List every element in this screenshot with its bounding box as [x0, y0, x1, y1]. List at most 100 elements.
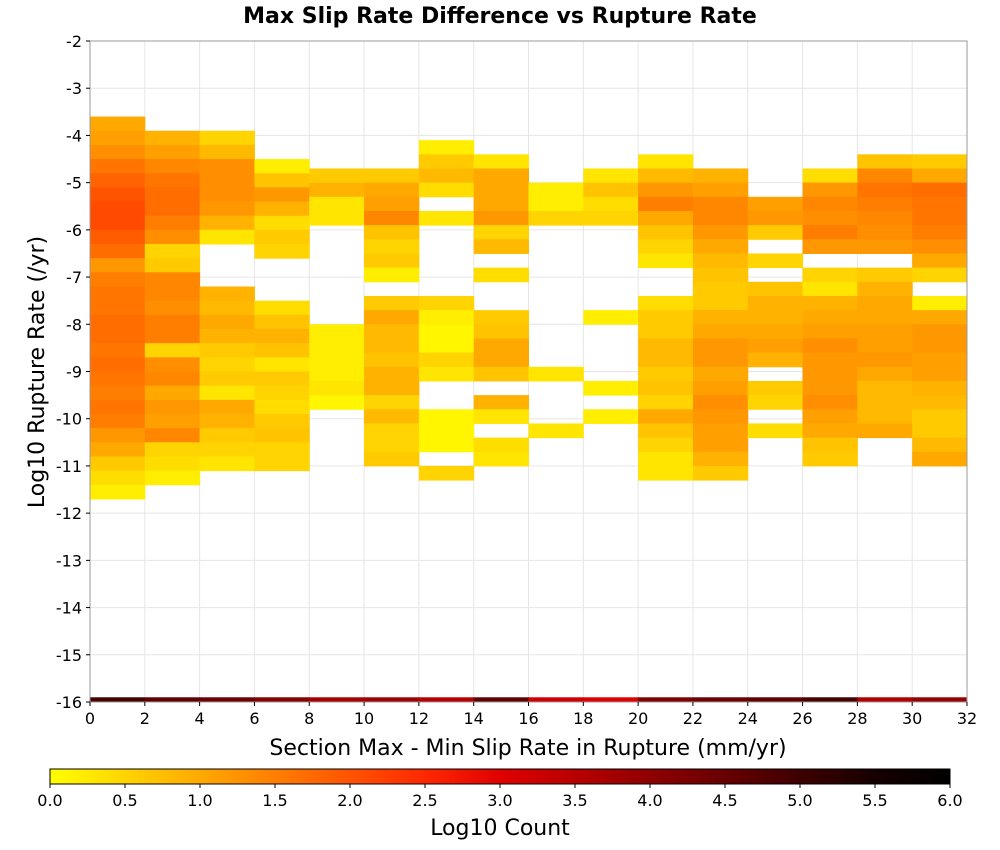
heatmap-cell [473, 168, 529, 184]
heatmap-cell [364, 423, 420, 439]
heatmap-cell [364, 210, 420, 226]
heatmap-cell [418, 366, 475, 382]
heatmap-cell [144, 413, 201, 429]
heatmap-cell [747, 324, 804, 339]
chart-title: Max Slip Rate Difference vs Rupture Rate [243, 4, 757, 29]
heatmap-cell [638, 239, 694, 254]
heatmap-cell [912, 196, 968, 212]
heatmap-cell [638, 366, 694, 382]
y-tick-label: -14 [56, 599, 82, 618]
heatmap-cell [199, 187, 255, 203]
heatmap-cell [747, 281, 804, 297]
heatmap-cell [638, 182, 694, 198]
colorbar-ticks: 0.0 0.5 1.0 1.5 2.0 2.5 3.0 3.5 4.0 4.5 5.0 5.5 6.0 [37, 784, 963, 810]
heatmap-cell [254, 173, 310, 188]
heatmap-cell [692, 239, 749, 254]
y-tick-label: -12 [56, 504, 82, 523]
heatmap-cell [364, 366, 420, 382]
y-tick-label: -2 [66, 32, 82, 51]
heatmap-cell [254, 343, 310, 358]
heatmap-cell [90, 244, 146, 259]
heatmap-cell [692, 395, 749, 410]
heatmap-cell [692, 225, 749, 240]
heatmap-cell [199, 385, 255, 401]
y-tick-label: -15 [56, 646, 82, 665]
heatmap-cell [802, 338, 858, 354]
heatmap-cell [802, 182, 858, 198]
y-tick-label: -11 [56, 457, 82, 476]
heatmap-cell [309, 395, 365, 410]
heatmap-cell [90, 385, 146, 401]
heatmap-cell [364, 310, 420, 325]
heatmap-cell [747, 697, 804, 702]
heatmap-cell [90, 130, 146, 146]
x-tick-label: 2 [140, 709, 150, 728]
heatmap-cell [638, 409, 694, 424]
heatmap-cell [364, 182, 420, 198]
heatmap-cell [364, 253, 420, 269]
heatmap-cell [254, 329, 310, 344]
heatmap-cell [912, 239, 968, 254]
heatmap-cell [309, 366, 365, 382]
heatmap-cell [692, 697, 749, 702]
heatmap-cell [857, 295, 913, 311]
heatmap-cell [473, 210, 529, 226]
heatmap-cell [857, 423, 913, 439]
heatmap-cell [199, 697, 255, 702]
heatmap-cell [199, 371, 255, 387]
x-tick-label: 6 [249, 709, 259, 728]
heatmap-cell [364, 295, 420, 311]
heatmap-cell [199, 343, 255, 358]
heatmap-cell [90, 116, 146, 132]
heatmap-cell [912, 253, 968, 269]
heatmap-cell [254, 201, 310, 217]
heatmap-cell [802, 409, 858, 424]
heatmap-cell [857, 154, 913, 169]
colorbar-tick-label: 4.0 [637, 791, 662, 810]
heatmap-cell [199, 144, 255, 160]
heatmap-cell [364, 409, 420, 424]
heatmap-cell [144, 187, 201, 203]
y-tick-label: -8 [66, 315, 82, 334]
x-tick-label: 16 [518, 709, 538, 728]
heatmap-cell [802, 225, 858, 240]
heatmap-cell [638, 437, 694, 453]
x-tick-label: 4 [195, 709, 205, 728]
heatmap-cell [254, 371, 310, 387]
heatmap-cell [418, 409, 475, 424]
heatmap-cell [199, 399, 255, 415]
heatmap-cell [90, 329, 146, 344]
heatmap-cell [254, 314, 310, 330]
heatmap-cell [857, 352, 913, 368]
heatmap-cell [144, 399, 201, 415]
heatmap-cell [912, 437, 968, 453]
heatmap-cell [364, 168, 420, 184]
heatmap-cell [473, 409, 529, 424]
heatmap-cell [364, 267, 420, 283]
heatmap-cell [309, 697, 365, 702]
heatmap-cell [144, 456, 201, 472]
heatmap-cell [528, 196, 584, 212]
heatmap-cell [802, 423, 858, 439]
heatmap-cell [144, 300, 201, 316]
heatmap-cell [857, 210, 913, 226]
heatmap-cells [90, 116, 968, 702]
heatmap-cell [528, 210, 584, 226]
y-tick-label: -13 [56, 551, 82, 570]
heatmap-cell [90, 357, 146, 372]
heatmap-cell [912, 697, 968, 702]
heatmap-cell [857, 409, 913, 424]
heatmap-cell [638, 352, 694, 368]
x-tick-label: 12 [409, 709, 429, 728]
heatmap-cell [254, 229, 310, 245]
heatmap-cell [857, 168, 913, 184]
heatmap-cell [747, 196, 804, 212]
heatmap-cell [857, 225, 913, 240]
heatmap-cell [309, 182, 365, 198]
heatmap-cell [144, 286, 201, 302]
heatmap-cell [802, 366, 858, 382]
heatmap-cell [199, 413, 255, 429]
heatmap-cell [144, 201, 201, 217]
heatmap-cell [912, 366, 968, 382]
heatmap-cell [802, 196, 858, 212]
